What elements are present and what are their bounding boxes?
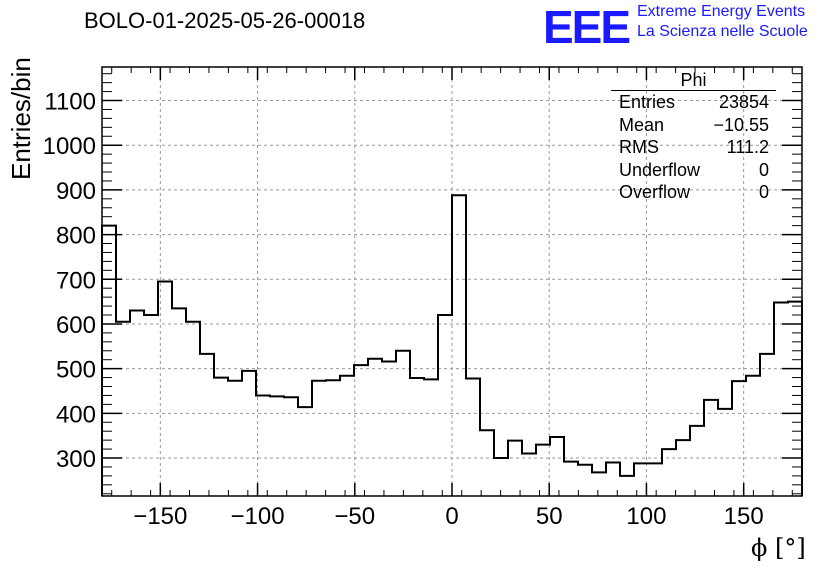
- stats-value: 111.2: [726, 137, 769, 157]
- stats-label: Overflow: [619, 182, 691, 202]
- stats-value: 23854: [718, 92, 769, 112]
- x-tick-label: −100: [231, 503, 285, 530]
- y-tick-label: 800: [56, 223, 96, 250]
- stats-title: Phi: [611, 70, 776, 91]
- x-tick-label: 150: [724, 503, 764, 530]
- stats-row-underflow: Underflow 0: [611, 159, 776, 182]
- stats-value: 0: [758, 159, 769, 180]
- stats-value: −10.55: [713, 114, 769, 135]
- stats-row-mean: Mean −10.55: [611, 114, 776, 137]
- x-tick-label: −150: [133, 503, 187, 530]
- x-tick-label: 0: [445, 503, 458, 530]
- chart-title: BOLO-01-2025-05-26-00018: [84, 8, 366, 33]
- axis-ticks: −150 −100 −50 0 50 100 150 300 400 500 600 700 800 90…: [43, 67, 802, 530]
- y-tick-label: 700: [56, 267, 96, 294]
- x-tick-label: −50: [334, 503, 375, 530]
- stats-box: Phi Entries 23854 Mean −10.55 RMS 111.2 …: [611, 70, 776, 204]
- y-axis-label: Entries/bin: [6, 57, 36, 180]
- x-tick-label: 50: [536, 503, 563, 530]
- eee-logo: EEE: [543, 1, 631, 53]
- y-tick-label: 900: [56, 178, 96, 205]
- stats-value: 0: [758, 182, 769, 202]
- stats-label: Mean: [619, 114, 665, 135]
- stats-label: Entries: [619, 92, 676, 112]
- x-axis-label: ϕ [°]: [751, 534, 806, 562]
- stats-label: RMS: [619, 137, 659, 157]
- y-tick-label: 600: [56, 312, 96, 339]
- logo-line-2: La Scienza nelle Scuole: [637, 23, 808, 40]
- y-tick-label: 300: [56, 446, 96, 473]
- stats-row-overflow: Overflow 0: [611, 181, 776, 204]
- x-tick-label: 100: [626, 503, 666, 530]
- y-tick-label: 400: [56, 401, 96, 428]
- histogram-line: [101, 194, 803, 496]
- y-tick-label: 1000: [43, 133, 96, 160]
- y-tick-label: 500: [56, 357, 96, 384]
- stats-row-rms: RMS 111.2: [611, 136, 776, 159]
- logo-text: Extreme Energy Events La Scienza nelle S…: [637, 2, 808, 42]
- y-tick-label: 1100: [44, 89, 96, 116]
- logo-line-1: Extreme Energy Events: [637, 3, 806, 20]
- stats-row-entries: Entries 23854: [611, 91, 776, 114]
- histogram-series: [101, 194, 803, 496]
- stats-label: Underflow: [619, 159, 701, 180]
